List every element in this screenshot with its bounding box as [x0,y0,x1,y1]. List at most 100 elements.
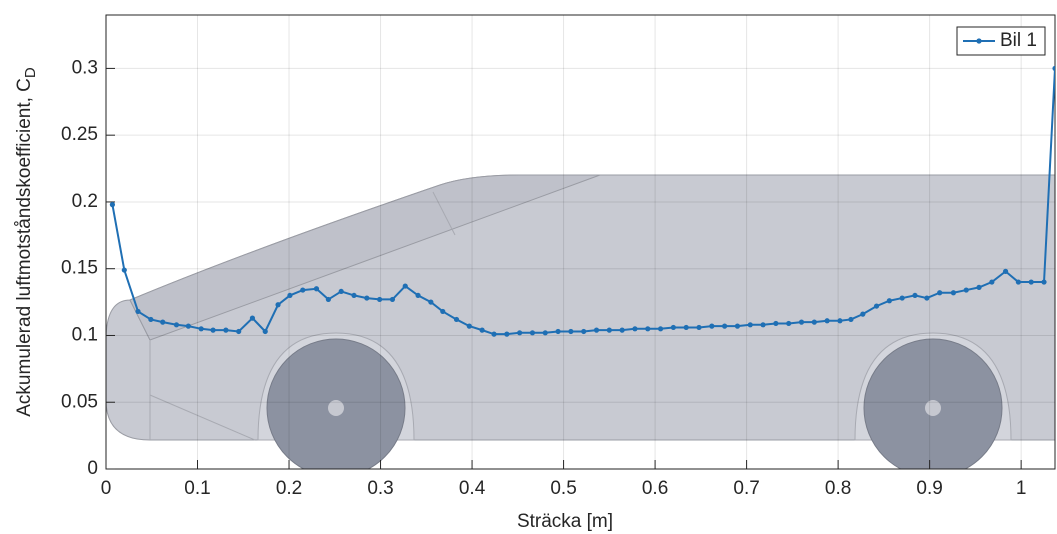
data-point [275,302,280,307]
data-point [263,329,268,334]
data-point [174,322,179,327]
x-tick-label: 0 [101,478,112,499]
data-point [900,295,905,300]
data-point [684,325,689,330]
data-point [632,326,637,331]
data-point [874,303,879,308]
data-point [364,295,369,300]
data-point [937,290,942,295]
data-point [1016,279,1021,284]
data-point [709,324,714,329]
x-tick-label: 0.2 [276,478,302,499]
data-point [658,326,663,331]
data-point [671,325,676,330]
y-axis-label-subscript: D [22,67,39,78]
data-point [440,309,445,314]
data-point [555,329,560,334]
data-point [964,287,969,292]
data-point [377,297,382,302]
data-point [314,286,319,291]
data-point [517,330,522,335]
y-tick-label: 0.25 [61,124,98,145]
data-point [860,312,865,317]
data-point [148,317,153,322]
data-point [110,202,115,207]
data-point [351,293,356,298]
data-point [760,322,765,327]
legend-marker [976,38,981,43]
data-point [199,326,204,331]
data-point [887,298,892,303]
data-point [951,290,956,295]
data-point [236,329,241,334]
data-point [722,324,727,329]
data-point [160,320,165,325]
data-point [735,324,740,329]
data-point [504,332,509,337]
data-point [620,328,625,333]
data-point [454,317,459,322]
y-axis-label: Ackumulerad luftmotståndskoefficient, CD [14,67,39,417]
data-point [339,289,344,294]
data-point [186,324,191,329]
data-point [696,325,701,330]
x-tick-label: 1 [1016,478,1027,499]
data-point [210,328,215,333]
data-point [976,285,981,290]
legend-label: Bil 1 [1000,30,1037,51]
data-point [645,326,650,331]
x-tick-label: 0.6 [642,478,668,499]
data-point [799,320,804,325]
y-tick-label: 0.05 [61,391,98,412]
x-tick-label: 0.4 [459,478,486,499]
data-point [1052,66,1057,71]
data-point [773,321,778,326]
data-point [428,299,433,304]
data-point [403,283,408,288]
data-point [848,317,853,322]
data-point [607,328,612,333]
y-tick-label: 0.3 [72,57,98,78]
x-tick-label: 0.5 [550,478,576,499]
data-point [122,267,127,272]
data-point [594,328,599,333]
y-tick-label: 0 [87,458,98,479]
data-point [326,297,331,302]
data-point [825,318,830,323]
data-point [581,329,586,334]
data-point [467,324,472,329]
x-tick-label: 0.7 [733,478,759,499]
data-point [250,316,255,321]
data-point [390,297,395,302]
x-axis-label: Sträcka [m] [517,511,613,532]
data-point [837,318,842,323]
y-tick-label: 0.1 [72,324,98,345]
data-point [748,322,753,327]
data-point [480,328,485,333]
data-point [491,332,496,337]
data-point [568,329,573,334]
car-silhouette [106,175,1057,477]
data-point [135,309,140,314]
data-point [912,293,917,298]
x-tick-label: 0.9 [916,478,942,499]
page: Sträcka [m] Ackumulerad luftmotståndskoe… [0,0,1057,534]
data-point [300,287,305,292]
x-tick-label: 0.3 [367,478,393,499]
data-point [989,279,994,284]
data-point [1003,269,1008,274]
x-tick-label: 0.8 [825,478,851,499]
y-tick-label: 0.2 [72,191,98,212]
data-point [786,321,791,326]
data-point [812,320,817,325]
data-point [924,295,929,300]
data-point [1041,279,1046,284]
data-point [415,293,420,298]
data-point [1029,279,1034,284]
data-point [287,293,292,298]
y-axis-label-text: Ackumulerad luftmotståndskoefficient, C [14,78,35,417]
data-point [223,328,228,333]
chart: Sträcka [m] Ackumulerad luftmotståndskoe… [0,0,1057,534]
y-tick-label: 0.15 [61,258,98,279]
data-point [530,330,535,335]
